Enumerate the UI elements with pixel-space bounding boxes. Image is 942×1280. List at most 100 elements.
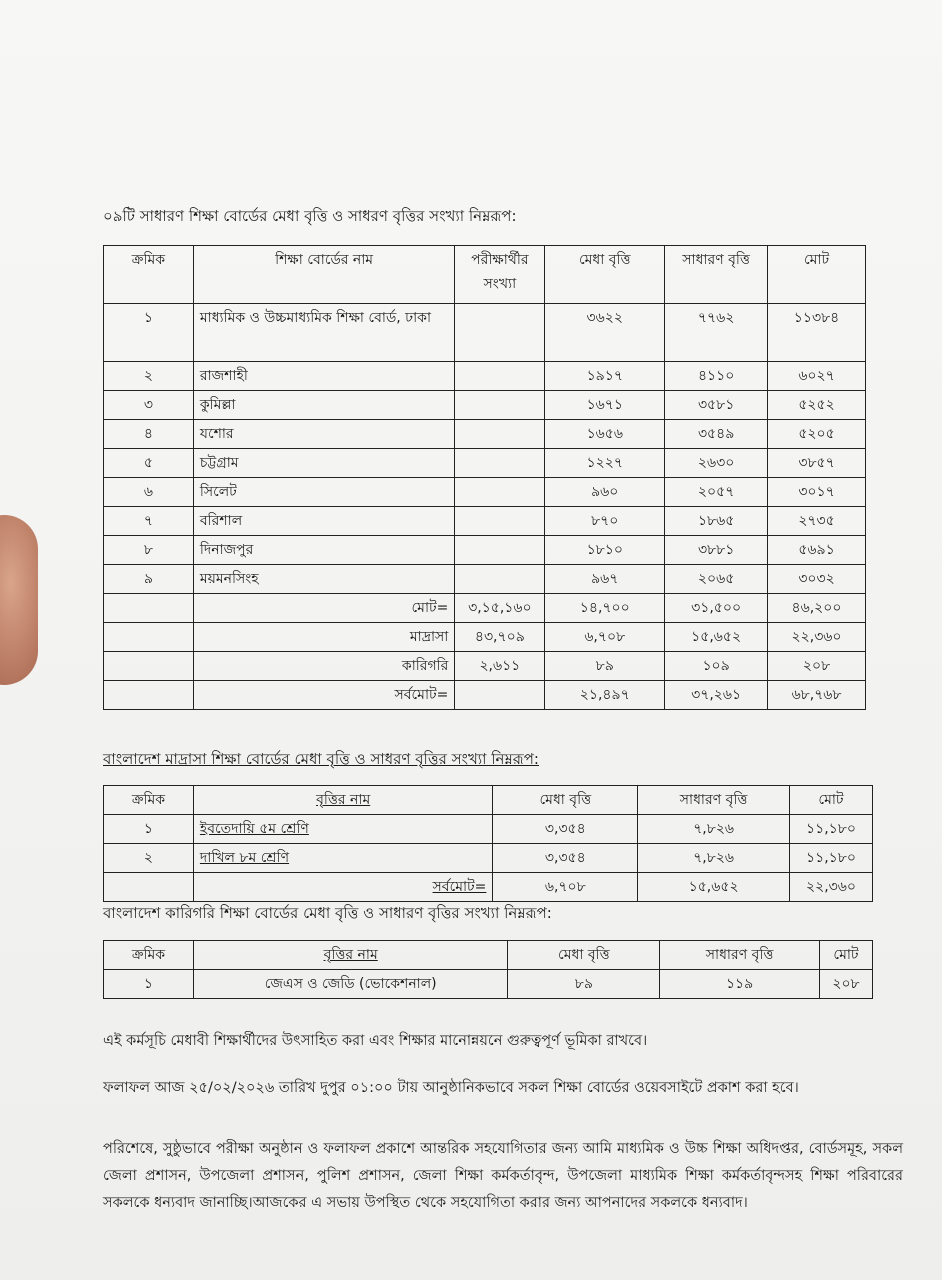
column-header: মেধা বৃত্তি — [507, 940, 661, 970]
table-row: ১ মাধ্যমিক ও উচ্চমাধ্যমিক শিক্ষা বোর্ড, ঢ… — [103, 303, 866, 362]
board-name: সিলেট — [192, 477, 456, 507]
table-cell: ৬০২৭ — [767, 361, 866, 391]
column-header: সাধারণ বৃত্তি — [659, 940, 820, 970]
table-cell: ৩০১৭ — [767, 477, 866, 507]
column-header: ক্রমিক — [103, 245, 194, 304]
table-cell — [454, 564, 546, 594]
table-cell: ৩০৩২ — [767, 564, 866, 594]
summary-row: সর্বমোট= ২১,৪৯৭ ৩৭,২৬১ ৬৮,৭৬৮ — [103, 680, 866, 710]
table-cell: ৩,১৫,১৬০ — [454, 593, 546, 623]
table-row: ৩ কুমিল্লা ১৬৭১ ৩৫৮১ ৫২৫২ — [103, 390, 866, 420]
empty-cell — [103, 593, 194, 623]
table-cell: ২৭৩৫ — [767, 506, 866, 536]
table-row: ৯ ময়মনসিংহ ৯৬৭ ২০৬৫ ৩০৩২ — [103, 564, 866, 594]
board-name: মাধ্যমিক ও উচ্চমাধ্যমিক শিক্ষা বোর্ড, ঢা… — [192, 303, 456, 362]
table-cell — [454, 361, 546, 391]
table-cell: ২০৫৭ — [664, 477, 769, 507]
table-cell: ৩৮৫৭ — [767, 448, 866, 478]
column-header: বৃত্তির নাম — [192, 785, 494, 815]
table-cell: ৯৬৭ — [544, 564, 666, 594]
table-cell: ৬ — [103, 477, 194, 507]
board-name: রাজশাহী — [192, 361, 456, 391]
table-cell: ১৮১০ — [544, 535, 666, 565]
summary-row: কারিগরি ২,৬১১ ৮৯ ১০৯ ২০৮ — [103, 651, 866, 681]
table-cell — [454, 477, 546, 507]
summary-label: সর্বমোট= — [192, 680, 456, 710]
table-row: ৮ দিনাজপুর ১৮১০ ৩৮৮১ ৫৬৯১ — [103, 535, 866, 565]
table-cell: ৬৮,৭৬৮ — [767, 680, 866, 710]
column-header: সাধারণ বৃত্তি — [664, 245, 769, 304]
table-cell — [454, 535, 546, 565]
table-cell: ১১৯ — [659, 969, 820, 999]
scholarship-name: জেএস ও জেডি (ভোকেশনাল) — [192, 969, 509, 999]
table-cell: ১৫,৬৫২ — [637, 872, 791, 902]
table-cell: ১৬৫৬ — [544, 419, 666, 449]
table-cell: ৩ — [103, 390, 194, 420]
paragraph-impact: এই কর্মসূচি মেধাবী শিক্ষার্থীদের উৎসাহিত… — [103, 1033, 648, 1049]
table-cell: ৮ — [103, 535, 194, 565]
board-name: ময়মনসিংহ — [192, 564, 456, 594]
table-cell: ৯ — [103, 564, 194, 594]
technical-scholarship-table: ক্রমিক বৃত্তির নাম মেধা বৃত্তি সাধারণ বৃত্ত… — [103, 940, 873, 999]
paragraph-acknowledgement: পরিশেষে, সুষ্ঠুভাবে পরীক্ষা অনুষ্ঠান ও ফ… — [103, 1141, 903, 1211]
table-cell: ৭,৮২৬ — [637, 843, 791, 873]
table-cell: ৬,৭০৮ — [492, 872, 639, 902]
table-cell: ২ — [103, 361, 194, 391]
column-header: সাধারণ বৃত্তি — [637, 785, 791, 815]
table-cell: ৮৭০ — [544, 506, 666, 536]
table-cell: ১৪,৭০০ — [544, 593, 666, 623]
paragraph-result-publication: ফলাফল আজ ২৫/০২/২০২৬ তারিখ দুপুর ০১:০০ টা… — [103, 1080, 799, 1096]
summary-row: মোট= ৩,১৫,১৬০ ১৪,৭০০ ৩১,৫০০ ৪৬,২০০ — [103, 593, 866, 623]
summary-label: মাদ্রাসা — [192, 622, 456, 652]
table-cell — [454, 448, 546, 478]
table-cell: ২ — [103, 843, 194, 873]
table-row: ৪ যশোর ১৬৫৬ ৩৫৪৯ ৫২০৫ — [103, 419, 866, 449]
table-cell: ৩,৩৫৪ — [492, 814, 639, 844]
header-row: ক্রমিক বৃত্তির নাম মেধা বৃত্তি সাধারণ বৃত্ত… — [103, 785, 873, 815]
table-cell: ১ — [103, 969, 194, 999]
madrasa-scholarship-table: ক্রমিক বৃত্তির নাম মেধা বৃত্তি সাধারণ বৃত্ত… — [103, 785, 873, 902]
thumb-in-photo — [0, 515, 38, 685]
table-cell: ১২২৭ — [544, 448, 666, 478]
table-row: ১ ইবতেদায়ি ৫ম শ্রেণি ৩,৩৫৪ ৭,৮২৬ ১১,১৮০ — [103, 814, 873, 844]
table-cell: ৬,৭০৮ — [544, 622, 666, 652]
column-header: মেধা বৃত্তি — [492, 785, 639, 815]
header-row: ক্রমিক শিক্ষা বোর্ডের নাম পরীক্ষার্থীর সংখ… — [103, 245, 866, 304]
table-cell: ১১,১৮০ — [789, 814, 873, 844]
table3-heading: বাংলাদেশ কারিগরি শিক্ষা বোর্ডের মেধা বৃত… — [103, 904, 552, 922]
empty-cell — [103, 680, 194, 710]
table-cell: ৩৭,২৬১ — [664, 680, 769, 710]
table-cell: ৭ — [103, 506, 194, 536]
table-cell: ১৮৬৫ — [664, 506, 769, 536]
empty-cell — [103, 622, 194, 652]
board-name: বরিশাল — [192, 506, 456, 536]
column-header: মোট — [819, 940, 873, 970]
table-row: ২ দাখিল ৮ম শ্রেণি ৩,৩৫৪ ৭,৮২৬ ১১,১৮০ — [103, 843, 873, 873]
table-cell: ৩৫৮১ — [664, 390, 769, 420]
column-header: পরীক্ষার্থীর সংখ্যা — [454, 245, 546, 304]
board-name: কুমিল্লা — [192, 390, 456, 420]
table-cell: ৮৯ — [507, 969, 661, 999]
table-row: ৫ চট্টগ্রাম ১২২৭ ২৬৩০ ৩৮৫৭ — [103, 448, 866, 478]
table-cell: ১০৯ — [664, 651, 769, 681]
table-cell: ২০৬৫ — [664, 564, 769, 594]
table-cell: ৪১১০ — [664, 361, 769, 391]
table-cell: ৪৩,৭০৯ — [454, 622, 546, 652]
table-cell — [454, 506, 546, 536]
table-cell: ২২,৩৬০ — [767, 622, 866, 652]
table-row: ২ রাজশাহী ১৯১৭ ৪১১০ ৬০২৭ — [103, 361, 866, 391]
summary-label: সর্বমোট= — [192, 872, 494, 902]
column-header: মোট — [789, 785, 873, 815]
table-cell: ১ — [103, 303, 194, 362]
table-cell: ১৬৭১ — [544, 390, 666, 420]
table1-heading: ০৯টি সাধারণ শিক্ষা বোর্ডের মেধা বৃত্তি ও… — [103, 207, 517, 225]
table-cell: ১১,১৮০ — [789, 843, 873, 873]
board-name: চট্টগ্রাম — [192, 448, 456, 478]
table-cell — [454, 303, 546, 362]
table2-heading: বাংলাদেশ মাদ্রাসা শিক্ষা বোর্ডের মেধা বৃ… — [103, 750, 539, 768]
table-cell — [454, 390, 546, 420]
general-boards-scholarship-table: ক্রমিক শিক্ষা বোর্ডের নাম পরীক্ষার্থীর সংখ… — [103, 245, 866, 710]
table-cell: ৯৬০ — [544, 477, 666, 507]
summary-label: কারিগরি — [192, 651, 456, 681]
table-cell — [454, 680, 546, 710]
